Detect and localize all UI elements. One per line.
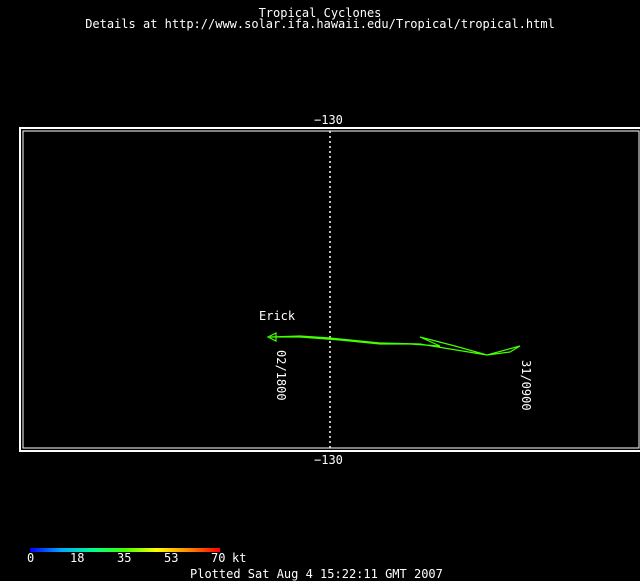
- colorbar-tick: 70: [211, 551, 226, 565]
- colorbar-unit: kt: [232, 551, 247, 565]
- map-frame-inner: [22, 130, 640, 449]
- longitude-label-top: −130: [314, 113, 343, 127]
- storm-track: [266, 332, 521, 356]
- track-arrowhead: [266, 332, 277, 342]
- colorbar-tick: 18: [70, 551, 85, 565]
- longitude-label-bottom: −130: [314, 453, 343, 467]
- colorbar-tick: 35: [117, 551, 132, 565]
- track-start-date: 02/1800: [274, 350, 288, 401]
- track-end-date: 31/0900: [519, 360, 533, 411]
- colorbar-tick: 0: [27, 551, 35, 565]
- colorbar-tick: 53: [164, 551, 179, 565]
- storm-name-label: Erick: [259, 309, 296, 323]
- map-subtitle: Details at http://www.solar.ifa.hawaii.e…: [85, 17, 555, 31]
- map-frame: [19, 127, 640, 452]
- plotted-timestamp: Plotted Sat Aug 4 15:22:11 GMT 2007: [190, 567, 443, 581]
- map-title: Tropical Cyclones: [258, 6, 382, 20]
- wind-speed-colorbar: [30, 548, 220, 552]
- track-line: [269, 335, 521, 356]
